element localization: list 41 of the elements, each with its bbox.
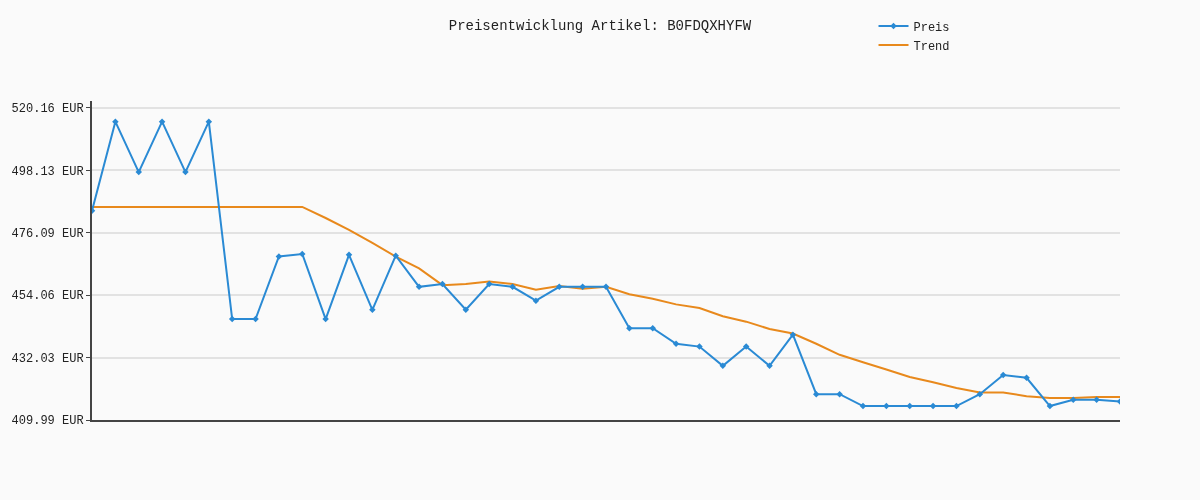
point <box>556 283 563 291</box>
point <box>742 343 750 350</box>
point <box>1070 396 1077 404</box>
point <box>415 283 423 291</box>
legend-label: Trend <box>913 39 950 54</box>
point <box>228 315 236 323</box>
point <box>485 280 493 288</box>
point <box>532 297 540 304</box>
y-tick-label: 498.13 EUR <box>11 164 84 179</box>
point <box>112 118 119 125</box>
point <box>672 340 680 348</box>
point <box>392 252 399 259</box>
chart-title: Preisentwicklung Artikel: B0FDQXHYFW <box>448 17 752 34</box>
legend-label: Preis <box>913 20 950 35</box>
point <box>999 371 1007 379</box>
y-tick-label: 432.03 EUR <box>11 351 84 366</box>
point <box>789 331 797 338</box>
point <box>1023 374 1030 382</box>
point <box>976 390 984 398</box>
point <box>158 118 166 125</box>
point <box>579 283 586 291</box>
point <box>1093 396 1100 404</box>
point <box>1046 402 1054 410</box>
point <box>205 118 213 125</box>
point <box>462 306 470 314</box>
point <box>602 283 610 291</box>
point <box>626 324 633 332</box>
y-tick-label: 454.06 EUR <box>11 289 84 304</box>
point <box>369 306 376 314</box>
point <box>906 402 913 410</box>
point <box>859 402 867 410</box>
point <box>649 324 656 332</box>
point <box>299 250 306 258</box>
point <box>696 343 703 350</box>
y-tick-label: 409.99 EUR <box>11 414 84 429</box>
y-tick-label: 520.16 EUR <box>11 102 84 117</box>
point <box>135 168 142 176</box>
y-tick-label: 476.09 EUR <box>11 226 84 241</box>
point <box>836 390 843 398</box>
point <box>813 390 820 398</box>
point <box>719 362 727 370</box>
